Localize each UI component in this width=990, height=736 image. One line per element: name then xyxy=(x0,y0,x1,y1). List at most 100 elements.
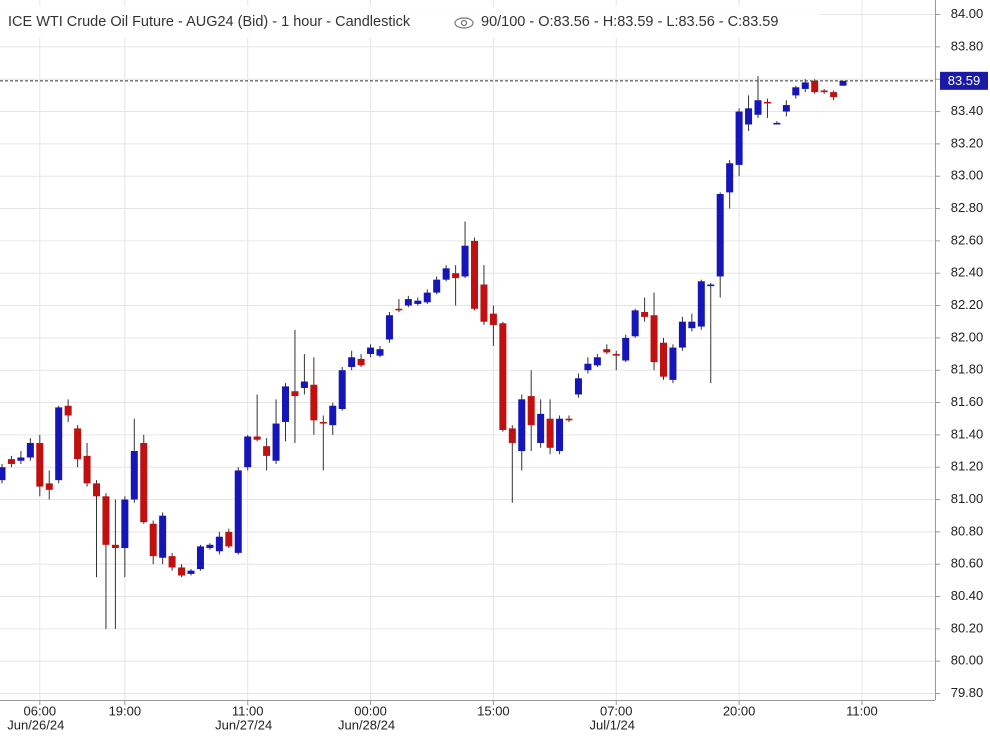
candle-body xyxy=(196,546,204,570)
grid xyxy=(0,0,935,700)
candle-body xyxy=(556,418,564,452)
candle-body xyxy=(319,421,327,424)
candle-body xyxy=(546,418,554,448)
candle-body xyxy=(423,292,431,303)
y-tick-label: 80.40 xyxy=(951,588,984,603)
candle-body xyxy=(282,386,289,422)
candle-body xyxy=(244,436,252,468)
chart-title: ICE WTI Crude Oil Future - AUG24 (Bid) -… xyxy=(8,14,411,30)
x-tick-label: 11:00 xyxy=(846,703,878,718)
last-price-box xyxy=(940,71,988,90)
candle-body xyxy=(348,357,356,367)
candle-body xyxy=(471,240,478,309)
candle-body xyxy=(754,100,762,115)
x-tick-label: 15:00 xyxy=(477,703,510,718)
candle-body xyxy=(631,310,639,337)
candle-body xyxy=(603,349,611,353)
y-tick-label: 83.80 xyxy=(951,38,984,53)
candle-body xyxy=(414,300,422,304)
last-price-label: 83.59 xyxy=(948,73,981,88)
x-date-label: Jul/1/24 xyxy=(589,717,635,732)
candle-body xyxy=(763,101,771,104)
candle-body xyxy=(565,418,573,421)
candle-body xyxy=(83,455,91,484)
candle-body xyxy=(376,349,384,356)
candle-body xyxy=(641,312,649,317)
candle-body xyxy=(508,428,516,443)
candle-body xyxy=(499,323,507,431)
y-tick-label: 80.80 xyxy=(951,523,984,538)
y-tick-label: 82.80 xyxy=(951,200,984,215)
y-tick-label: 80.00 xyxy=(951,653,984,668)
candle-body xyxy=(26,442,34,458)
candle-body xyxy=(650,315,658,363)
candle-body xyxy=(622,337,630,361)
candle-body xyxy=(55,407,63,481)
y-tick-label: 81.20 xyxy=(951,459,984,474)
x-date-label: Jun/27/24 xyxy=(215,717,272,732)
x-date-label: Jun/28/24 xyxy=(338,717,395,732)
candle-body xyxy=(433,279,441,293)
x-tick-label: 20:00 xyxy=(723,703,756,718)
x-tick-label: 07:00 xyxy=(600,703,633,718)
ohlc-summary: 90/100 - O:83.56 - H:83.59 - L:83.56 - C… xyxy=(481,14,778,30)
y-tick-label: 81.40 xyxy=(951,426,984,441)
candle-body xyxy=(527,396,535,426)
y-tick-label: 81.60 xyxy=(951,394,984,409)
candle-body xyxy=(64,405,72,416)
candle-body xyxy=(45,483,53,490)
candle-body xyxy=(574,378,582,395)
y-tick-label: 80.20 xyxy=(951,620,984,635)
candle-body xyxy=(159,515,167,558)
candle-body xyxy=(0,467,6,481)
candle-body xyxy=(726,163,734,193)
candle-body xyxy=(716,193,724,277)
candle-body xyxy=(140,442,148,523)
candle-body xyxy=(300,381,308,388)
x-tick-label: 19:00 xyxy=(109,703,142,718)
candle-body xyxy=(811,80,819,93)
candle-body xyxy=(149,523,157,557)
candle-body xyxy=(745,108,753,125)
candle-body xyxy=(697,281,705,327)
candle-body xyxy=(7,459,15,464)
candle-body xyxy=(367,347,375,355)
candle-body xyxy=(707,284,715,287)
candle-body xyxy=(17,457,25,461)
candle-body xyxy=(688,321,696,329)
candle-body xyxy=(593,357,601,366)
candle-body xyxy=(263,446,271,456)
title-background xyxy=(0,6,820,38)
candle-body xyxy=(584,363,592,371)
candle-body xyxy=(404,299,412,306)
candle-body xyxy=(130,451,138,500)
candles xyxy=(0,75,847,629)
candle-body xyxy=(735,111,743,165)
candle-body xyxy=(102,496,110,545)
y-tick-label: 80.60 xyxy=(951,556,984,571)
x-tick-label: 11:00 xyxy=(232,703,264,718)
candle-body xyxy=(111,544,119,549)
x-tick-label: 00:00 xyxy=(354,703,387,718)
candle-body xyxy=(782,105,790,112)
candle-body xyxy=(338,370,346,410)
y-tick-label: 83.40 xyxy=(951,103,984,118)
eye-icon xyxy=(454,17,474,29)
candle-body xyxy=(121,499,129,549)
candle-body xyxy=(206,544,214,549)
y-tick-label: 79.80 xyxy=(951,685,984,700)
candle-body xyxy=(36,442,44,487)
candle-body xyxy=(452,273,460,279)
candle-body xyxy=(480,284,488,322)
candle-body xyxy=(461,245,469,277)
candle-body xyxy=(830,92,838,97)
x-date-label: Jun/26/24 xyxy=(7,717,64,732)
y-tick-label: 84.00 xyxy=(951,6,984,21)
y-tick-label: 81.80 xyxy=(951,362,984,377)
candle-body xyxy=(820,90,828,93)
candle-body xyxy=(93,483,100,497)
candle-body xyxy=(178,567,186,576)
y-tick-label: 83.00 xyxy=(951,168,984,183)
candle-body xyxy=(801,82,809,89)
